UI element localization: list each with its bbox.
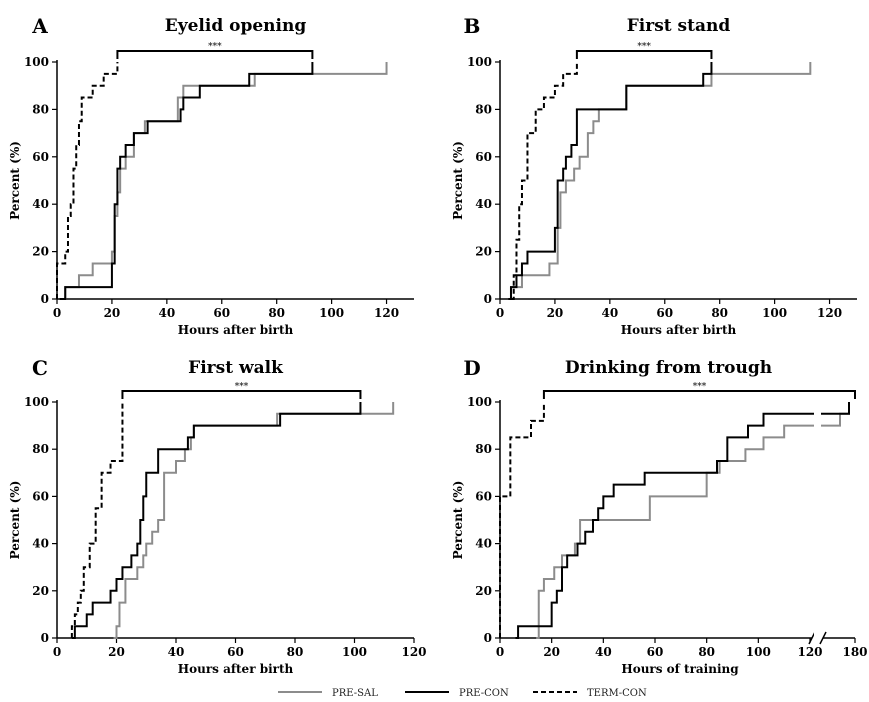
series-pre-sal	[113, 402, 395, 639]
x-axis-label: Hours after birth	[178, 662, 294, 676]
x-tick-label: 100	[342, 645, 367, 659]
series-term-con	[70, 402, 124, 638]
y-tick-label: 20	[32, 584, 49, 598]
y-tick-label: 20	[32, 245, 49, 259]
x-tick-label: 100	[762, 306, 787, 320]
y-tick-label: 40	[32, 197, 49, 211]
panel-letter: D	[463, 356, 480, 380]
y-axis-label: Percent (%)	[8, 141, 22, 220]
y-tick-label: 20	[475, 245, 492, 259]
significance-bracket	[542, 390, 856, 399]
x-tick-label: 80	[711, 306, 728, 320]
x-tick-label: 60	[227, 645, 244, 659]
legend: PRE-SAL PRE-CON TERM-CON	[278, 688, 647, 699]
y-axis-label: Percent (%)	[451, 141, 465, 220]
x-axis-label: Hours after birth	[621, 323, 737, 337]
x-tick-label: 20	[108, 645, 125, 659]
y-tick-label: 60	[32, 489, 49, 503]
x-tick-label: 0	[496, 645, 504, 659]
x-tick-label: 40	[168, 645, 185, 659]
significance-label: ***	[208, 42, 222, 52]
chart-title: First walk	[188, 358, 284, 378]
y-tick-label: 60	[32, 150, 49, 164]
y-tick-label: 60	[475, 150, 492, 164]
significance-label: ***	[693, 382, 707, 392]
x-tick-label: 40	[158, 306, 175, 320]
panel-letter: B	[464, 14, 481, 38]
chart-title: Eyelid opening	[165, 16, 307, 36]
significance-bracket	[116, 50, 314, 59]
y-tick-label: 100	[24, 55, 49, 69]
legend-label: PRE-SAL	[332, 688, 378, 699]
significance-bracket	[121, 390, 362, 399]
y-tick-label: 40	[32, 537, 49, 551]
y-tick-label: 0	[484, 631, 492, 645]
y-tick-label: 40	[475, 197, 492, 211]
x-tick-label: 100	[319, 306, 344, 320]
x-tick-label: 80	[287, 645, 304, 659]
x-tick-label: 80	[268, 306, 285, 320]
series-pre-sal	[536, 402, 850, 639]
y-axis-label: Percent (%)	[451, 481, 465, 560]
y-tick-label: 40	[475, 537, 492, 551]
y-tick-label: 100	[467, 55, 492, 69]
y-tick-label: 0	[41, 631, 49, 645]
series-term-con	[56, 62, 119, 299]
x-tick-label: 60	[656, 306, 673, 320]
x-tick-label: 180	[842, 645, 867, 659]
panel-A: A Eyelid opening 0 20 40 60 80 100 0 20 40 60 80 100 1…	[8, 14, 414, 337]
series-pre-con	[508, 62, 713, 300]
legend-label: TERM-CON	[587, 688, 647, 699]
significance-bracket	[575, 50, 713, 59]
chart-title: First stand	[627, 16, 731, 36]
x-tick-label: 20	[543, 645, 560, 659]
panel-B: B First stand 0 20 40 60 80 100 0 20 40 60 80 100 120 H…	[451, 14, 857, 337]
significance-label: ***	[637, 42, 651, 52]
x-tick-label: 40	[601, 306, 618, 320]
y-tick-label: 80	[32, 102, 49, 116]
x-tick-label: 120	[374, 306, 399, 320]
axis-break-mark	[819, 631, 827, 645]
y-tick-label: 80	[475, 442, 492, 456]
x-tick-label: 100	[746, 645, 771, 659]
y-tick-label: 100	[24, 395, 49, 409]
panel-letter: C	[32, 356, 48, 380]
y-tick-label: 0	[484, 292, 492, 306]
series-pre-con	[71, 402, 362, 639]
x-tick-label: 0	[53, 306, 61, 320]
x-tick-label: 20	[104, 306, 121, 320]
panel-D: D Drinking from trough 0 20 40 60 80 100 0 20 40 60…	[451, 356, 868, 676]
y-tick-label: 60	[475, 489, 492, 503]
series-pre-con	[59, 62, 314, 300]
axis-break-gap	[814, 398, 821, 636]
legend-label: PRE-CON	[459, 688, 509, 699]
x-tick-label: 0	[496, 306, 504, 320]
y-tick-label: 20	[475, 584, 492, 598]
series-term-con	[510, 62, 578, 300]
series-pre-con	[515, 402, 850, 639]
x-tick-label: 20	[547, 306, 564, 320]
x-tick-label: 0	[53, 645, 61, 659]
y-axis-label: Percent (%)	[8, 481, 22, 560]
significance-label: ***	[235, 382, 249, 392]
x-tick-label: 120	[401, 645, 426, 659]
x-axis-label: Hours after birth	[178, 323, 294, 337]
x-tick-label: 60	[213, 306, 230, 320]
y-tick-label: 80	[32, 442, 49, 456]
x-tick-label: 60	[647, 645, 664, 659]
panel-C: C First walk 0 20 40 60 80 100 0 20 40 60 80 100 120 Ho…	[8, 356, 427, 676]
chart-title: Drinking from trough	[565, 358, 772, 378]
y-tick-label: 0	[41, 292, 49, 306]
x-tick-label: 120	[797, 645, 822, 659]
panel-letter: A	[31, 14, 48, 38]
x-tick-label: 120	[817, 306, 842, 320]
y-tick-label: 100	[467, 395, 492, 409]
y-tick-label: 80	[475, 102, 492, 116]
x-tick-label: 80	[698, 645, 715, 659]
x-axis-label: Hours of training	[621, 662, 739, 676]
series-term-con	[499, 402, 545, 638]
x-tick-label: 40	[595, 645, 612, 659]
